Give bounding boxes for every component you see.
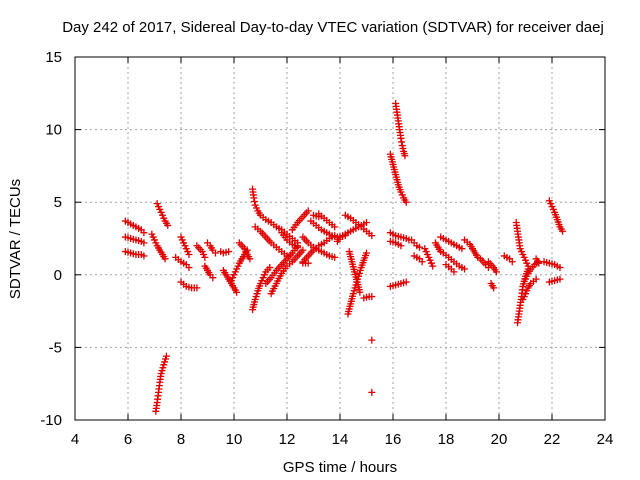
data-point [556, 264, 564, 272]
data-point [416, 243, 423, 251]
data-point [418, 258, 426, 266]
data-point [331, 223, 339, 231]
data-point [251, 197, 259, 205]
data-point [556, 275, 564, 283]
x-tick-label: 24 [597, 431, 614, 448]
data-point [185, 264, 193, 272]
x-tick-label: 16 [385, 431, 402, 448]
data-point [535, 259, 543, 267]
y-tick-label: 15 [45, 49, 62, 66]
data-point [140, 252, 148, 260]
data-point [162, 352, 170, 360]
x-tick-label: 22 [544, 431, 561, 448]
x-tick-label: 14 [332, 431, 349, 448]
data-point [363, 219, 370, 227]
data-point [233, 288, 241, 296]
data-point [363, 249, 370, 257]
y-tick-label: 0 [54, 267, 62, 284]
data-point [508, 258, 516, 266]
data-point [161, 255, 169, 263]
y-tick-label: -10 [40, 412, 62, 429]
x-tick-label: 20 [491, 431, 508, 448]
y-axis-label: SDTVAR / TECUs [7, 179, 24, 299]
data-point [368, 293, 376, 301]
data-point [225, 248, 233, 256]
y-axis-ticks: -10 -5 0 5 10 15 [40, 49, 605, 429]
chart-title: Day 242 of 2017, Sidereal Day-to-day VTE… [62, 19, 604, 36]
data-point [532, 275, 540, 283]
data-points [121, 99, 567, 415]
x-tick-label: 10 [226, 431, 243, 448]
data-point [458, 245, 466, 253]
x-tick-label: 4 [71, 431, 79, 448]
data-point [193, 284, 201, 292]
data-point [304, 207, 312, 215]
data-point [368, 336, 376, 344]
data-point [402, 278, 410, 286]
data-point [398, 138, 406, 146]
data-point [211, 249, 219, 257]
data-point [294, 243, 302, 251]
data-point [209, 274, 217, 282]
data-point [397, 134, 405, 142]
x-axis-label: GPS time / hours [283, 459, 397, 476]
data-point [299, 246, 307, 254]
data-point [164, 221, 172, 229]
y-tick-label: 10 [45, 122, 62, 139]
data-point [397, 242, 405, 250]
x-tick-label: 18 [438, 431, 455, 448]
data-point [250, 194, 258, 202]
x-tick-label: 8 [177, 431, 185, 448]
data-point [331, 253, 339, 261]
data-point [490, 284, 498, 292]
data-point [140, 239, 148, 247]
data-point [201, 253, 209, 261]
data-point [368, 388, 376, 396]
data-point [559, 227, 567, 235]
data-point [140, 229, 148, 237]
plot-frame [74, 56, 606, 421]
data-point [461, 265, 469, 273]
data-point [315, 213, 323, 221]
data-point [492, 268, 500, 276]
data-point [401, 152, 409, 160]
y-tick-label: 5 [54, 194, 62, 211]
data-point [450, 268, 458, 276]
data-point [304, 259, 312, 267]
data-point [368, 232, 376, 240]
y-tick-label: -5 [49, 339, 62, 356]
x-tick-label: 6 [124, 431, 132, 448]
x-tick-label: 12 [279, 431, 296, 448]
data-point [246, 255, 254, 263]
data-point [266, 264, 274, 272]
data-point [185, 250, 193, 258]
data-point [402, 198, 410, 206]
data-point [429, 262, 437, 270]
x-axis-ticks: 4 6 8 10 12 14 16 18 20 22 24 [71, 57, 614, 448]
data-point [356, 288, 364, 296]
